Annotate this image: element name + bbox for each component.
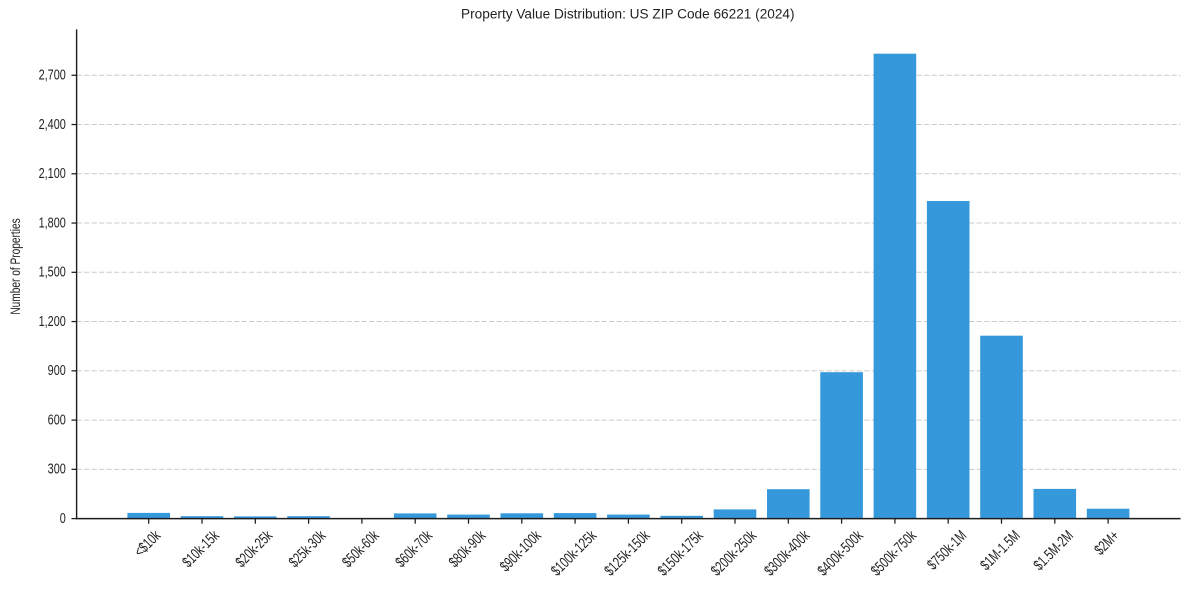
svg-text:600: 600 xyxy=(48,411,66,428)
svg-text:900: 900 xyxy=(48,362,66,379)
svg-text:300: 300 xyxy=(48,461,66,478)
svg-text:2,700: 2,700 xyxy=(39,67,66,84)
svg-text:1,500: 1,500 xyxy=(39,264,66,281)
svg-text:Property Value Distribution: U: Property Value Distribution: US ZIP Code… xyxy=(461,6,795,22)
svg-text:1,200: 1,200 xyxy=(39,313,66,330)
svg-text:0: 0 xyxy=(60,510,66,527)
svg-text:Number of Properties: Number of Properties xyxy=(8,218,23,315)
svg-text:2,400: 2,400 xyxy=(39,116,66,133)
svg-text:1,800: 1,800 xyxy=(39,214,66,231)
svg-text:2,100: 2,100 xyxy=(39,165,66,182)
